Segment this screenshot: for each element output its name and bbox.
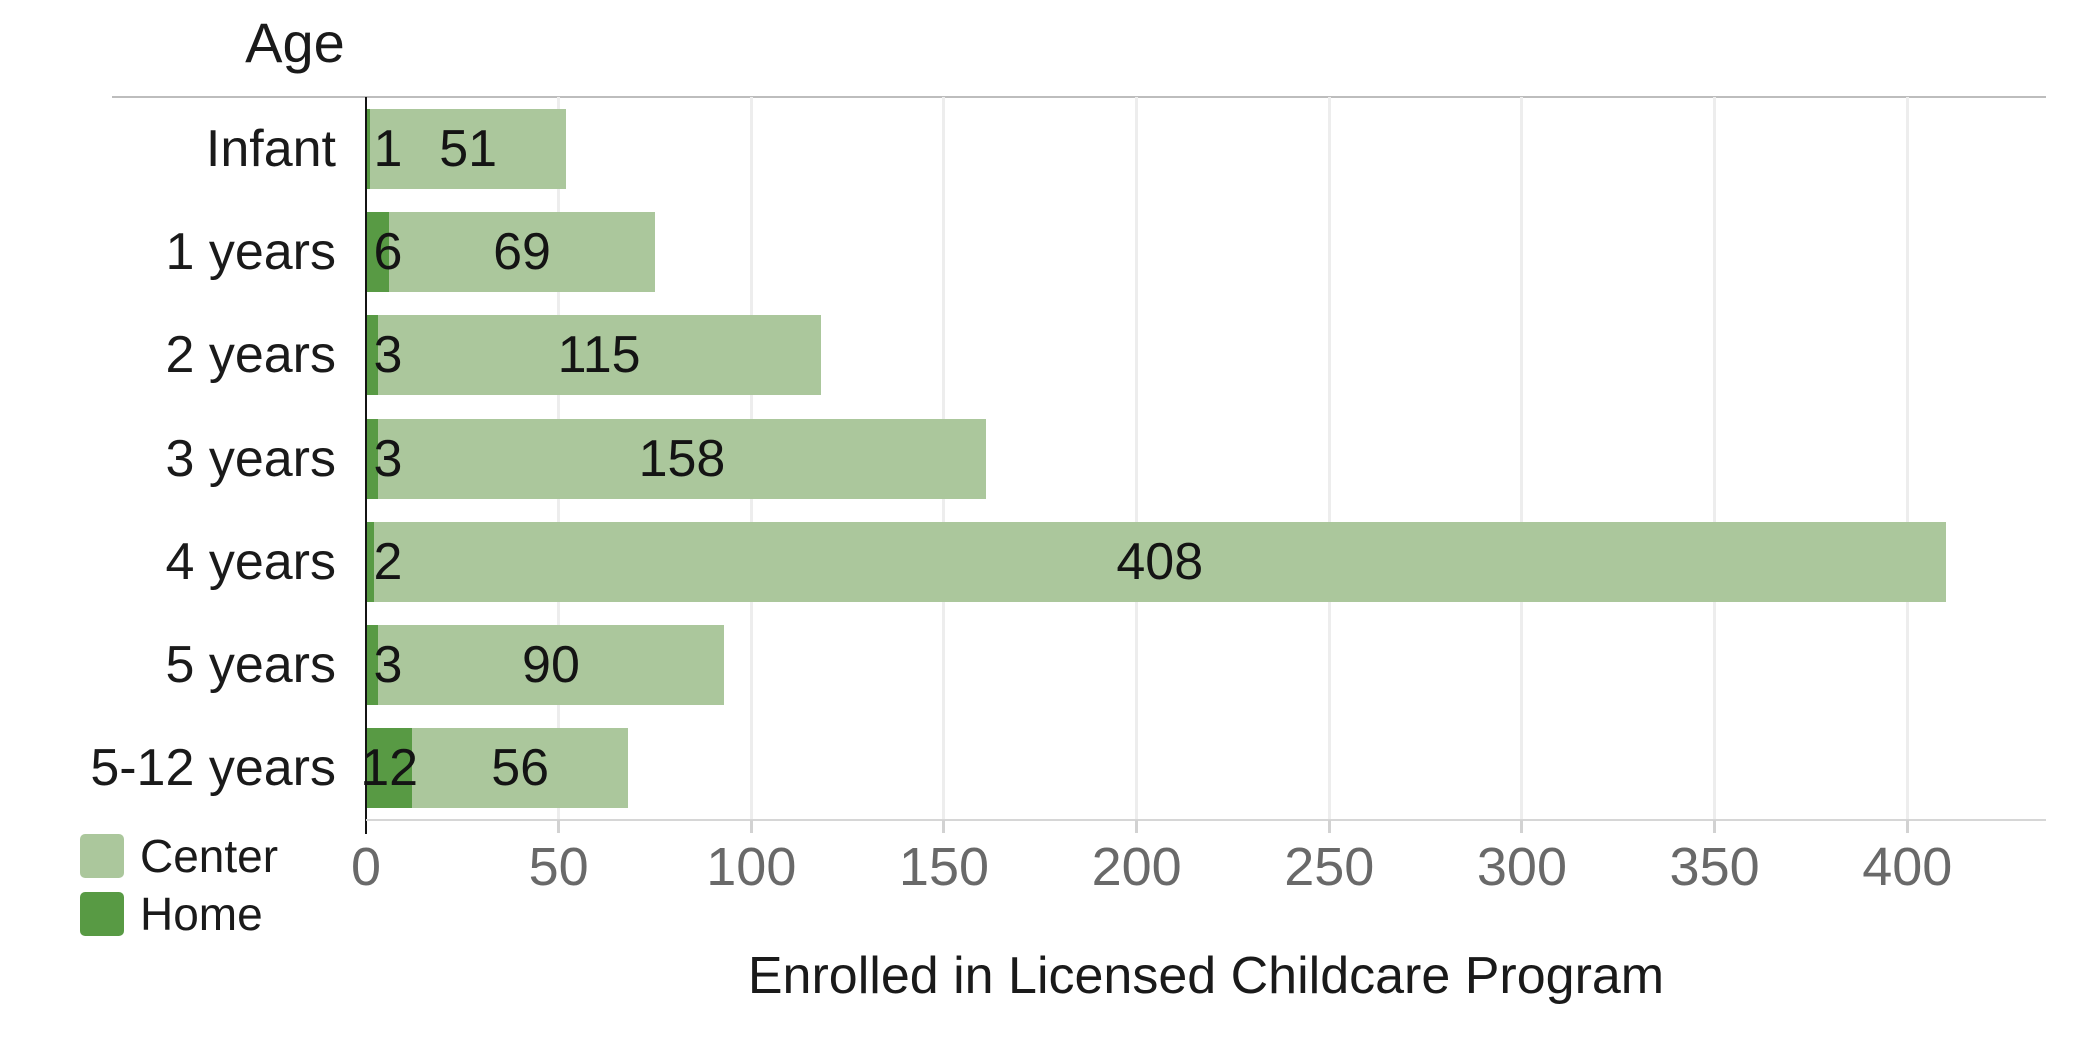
tick-label-300: 300 <box>1476 837 1568 897</box>
bar-segment-center[interactable] <box>369 108 567 189</box>
tick-label-50: 50 <box>528 837 589 897</box>
tick-mark-150 <box>942 820 946 833</box>
tick-label-350: 350 <box>1669 837 1760 897</box>
bar-segment-home[interactable] <box>366 315 378 396</box>
legend-item-home[interactable]: Home <box>80 888 278 940</box>
legend: Center Home <box>80 830 279 947</box>
gridline-350 <box>1713 97 1717 820</box>
legend-swatch-center <box>80 834 124 878</box>
category-label-infant: Infant <box>205 119 336 178</box>
category-label-1-years: 1 years <box>165 222 336 281</box>
tick-mark-50 <box>557 820 561 833</box>
bar-segment-center[interactable] <box>377 625 725 706</box>
bar-value-center: 115 <box>557 326 641 385</box>
category-label-2-years: 2 years <box>165 326 336 385</box>
bar-row-3-years: 3 158 <box>366 418 2046 499</box>
y-axis-title: Age <box>245 11 345 74</box>
x-axis-label: Enrolled in Licensed Childcare Program <box>747 947 1665 1005</box>
tick-label-150: 150 <box>898 837 990 897</box>
bar-row-infant: 1 51 <box>366 108 2046 189</box>
bar-row-4-years: 2 408 <box>366 521 2046 602</box>
bar-value-home: 6 <box>373 222 403 281</box>
gridline-200 <box>1135 97 1139 820</box>
category-label-5-12-years: 5-12 years <box>90 739 336 798</box>
tick-mark-200 <box>1135 820 1139 833</box>
bar-segment-center[interactable] <box>389 211 655 292</box>
bar-segment-center[interactable] <box>412 728 628 809</box>
y-axis-category-labels: Infant 1 years 2 years 3 years 4 years 5 year… <box>0 97 350 820</box>
bar-value-center: 158 <box>638 429 726 488</box>
bar-value-home: 3 <box>373 326 403 385</box>
bar-value-home: 3 <box>373 636 403 695</box>
category-label-4-years: 4 years <box>165 532 336 591</box>
bar-value-home: 12 <box>360 739 419 798</box>
category-label-5-years: 5 years <box>165 636 336 695</box>
x-axis-line <box>366 819 2046 821</box>
bar-segment-home[interactable] <box>366 108 370 189</box>
tick-mark-100 <box>749 820 753 833</box>
gridline-250 <box>1327 97 1331 820</box>
tick-label-400: 400 <box>1862 837 1953 897</box>
tick-mark-400 <box>1905 820 1909 833</box>
bar-value-home: 2 <box>373 532 403 591</box>
bar-value-center: 51 <box>439 119 498 178</box>
tick-label-250: 250 <box>1284 837 1375 897</box>
plot-top-border <box>112 96 2046 98</box>
tick-label-200: 200 <box>1091 837 1182 897</box>
bar-row-1-years: 6 69 <box>366 211 2046 292</box>
tick-mark-300 <box>1520 820 1524 833</box>
bar-segment-home[interactable] <box>366 728 413 809</box>
gridline-400 <box>1905 97 1909 820</box>
bar-segment-home[interactable] <box>366 418 378 499</box>
bar-value-center: 69 <box>493 222 551 281</box>
legend-item-center[interactable]: Center <box>80 830 279 882</box>
tick-mark-250 <box>1327 820 1331 833</box>
legend-swatch-home <box>80 892 124 936</box>
bar-value-home: 3 <box>373 429 403 488</box>
bar-row-5-years: 3 90 <box>366 625 2046 706</box>
plot-area: 1 51 6 69 3 115 3 158 2 408 3 90 12 56 <box>360 97 2046 820</box>
legend-label-home: Home <box>140 888 263 940</box>
gridline-300 <box>1520 97 1524 820</box>
tick-label-0: 0 <box>350 837 382 897</box>
bar-segment-center[interactable] <box>373 521 1946 602</box>
bar-row-5-12-years: 12 56 <box>360 728 2046 809</box>
bar-segment-center[interactable] <box>377 418 987 499</box>
bar-segment-home[interactable] <box>366 625 378 706</box>
y-axis-line <box>365 97 367 834</box>
category-label-3-years: 3 years <box>165 429 336 488</box>
tick-mark-350 <box>1713 820 1717 833</box>
legend-label-center: Center <box>140 830 279 882</box>
tick-label-100: 100 <box>706 837 797 897</box>
bar-value-center: 56 <box>491 739 550 798</box>
bar-value-center: 408 <box>1116 532 1204 591</box>
bar-segment-home[interactable] <box>366 521 374 602</box>
bar-segment-center[interactable] <box>377 315 821 396</box>
bar-row-2-years: 3 115 <box>366 315 2046 396</box>
bar-value-center: 90 <box>522 636 580 695</box>
bar-segment-home[interactable] <box>366 211 390 292</box>
bar-value-home: 1 <box>373 119 403 178</box>
